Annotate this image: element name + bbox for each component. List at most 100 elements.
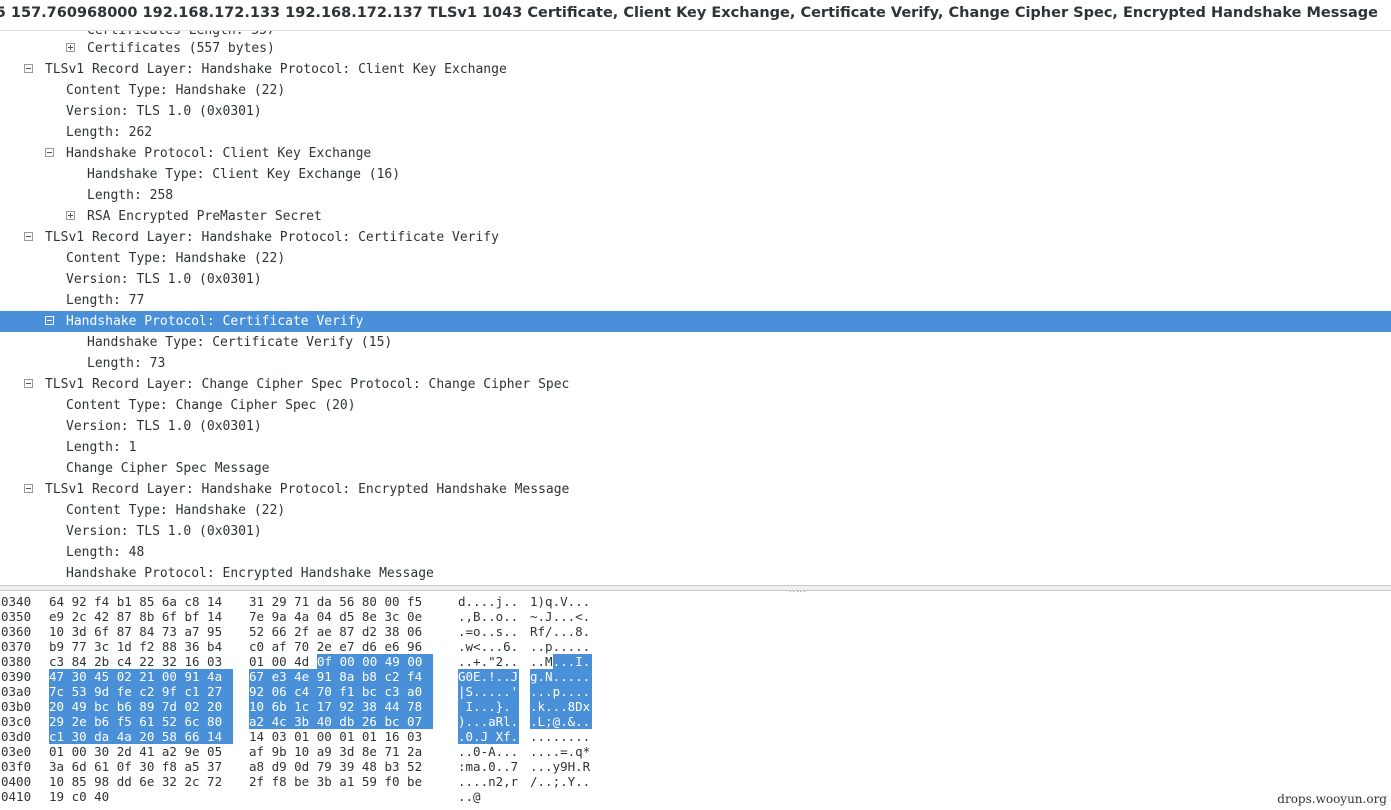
ascii-bytes: /..;.Y.. <box>530 774 591 789</box>
hex-bytes: 01 00 30 2d 41 a2 9e 05 <box>49 744 223 759</box>
ascii-bytes-selected: ...p.... <box>530 684 592 699</box>
tree-row-label: TLSv1 Record Layer: Change Cipher Spec P… <box>45 377 570 392</box>
hex-bytes: 10 85 98 dd 6e 32 2c 72 <box>49 774 223 789</box>
hex-row[interactable]: 03e0 01 00 30 2d 41 a2 9e 05 af 9b 10 a9 3… <box>0 744 1391 759</box>
tree-row[interactable]: Version: TLS 1.0 (0x0301) <box>0 101 1391 122</box>
hex-bytes-selected: 29 2e b6 f5 61 52 6c 80 <box>49 714 233 729</box>
tree-row[interactable]: Version: TLS 1.0 (0x0301) <box>0 521 1391 542</box>
ascii-bytes-selected: )...aRl. <box>458 714 519 729</box>
tree-row[interactable]: RSA Encrypted PreMaster Secret <box>0 206 1391 227</box>
tree-row[interactable]: Handshake Type: Client Key Exchange (16) <box>0 164 1391 185</box>
collapse-icon[interactable] <box>24 64 33 73</box>
hex-bytes: c0 af 70 2e e7 d6 e6 96 <box>249 639 423 654</box>
tree-row[interactable]: Handshake Protocol: Encrypted Handshake … <box>0 563 1391 584</box>
tree-row-label: Handshake Type: Client Key Exchange (16) <box>87 167 401 182</box>
hex-row[interactable]: 0380 c3 84 2b c4 22 32 16 03 01 00 4d 0f 00… <box>0 654 1391 669</box>
tree-row[interactable]: TLSv1 Record Layer: Handshake Protocol: … <box>0 227 1391 248</box>
hex-bytes: 7e 9a 4a 04 d5 8e 3c 0e <box>249 609 423 624</box>
hex-row[interactable]: 0370 b9 77 3c 1d f2 88 36 b4 c0 af 70 2e e… <box>0 639 1391 654</box>
hex-bytes: 19 c0 40 <box>49 789 110 804</box>
tree-row-selected[interactable]: Handshake Protocol: Certificate Verify <box>0 311 1391 332</box>
expand-icon[interactable] <box>66 43 75 52</box>
hex-row[interactable]: 0340 64 92 f4 b1 85 6a c8 14 31 29 71 da 5… <box>0 594 1391 609</box>
tree-row[interactable]: Handshake Type: Certificate Verify (15) <box>0 332 1391 353</box>
ascii-bytes: Rf/...8. <box>530 624 591 639</box>
tree-row-label: Version: TLS 1.0 (0x0301) <box>66 272 262 287</box>
tree-row[interactable]: TLSv1 Record Layer: Change Cipher Spec P… <box>0 374 1391 395</box>
pane-splitter[interactable]: ..... <box>0 585 1391 594</box>
ascii-bytes: d....j.. <box>458 594 519 609</box>
hex-row[interactable]: 0400 10 85 98 dd 6e 32 2c 72 2f f8 be 3b a… <box>0 774 1391 789</box>
ascii-bytes-selected: g.N..... <box>530 669 592 684</box>
hex-offset: 03a0 <box>1 684 32 699</box>
collapse-icon[interactable] <box>24 232 33 241</box>
hex-row[interactable]: 0350 e9 2c 42 87 8b 6f bf 14 7e 9a 4a 04 d… <box>0 609 1391 624</box>
tree-row[interactable]: TLSv1 Record Layer: Handshake Protocol: … <box>0 59 1391 80</box>
tree-row-label: Length: 73 <box>87 356 166 371</box>
tree-row[interactable]: Length: 77 <box>0 290 1391 311</box>
hex-bytes: af 9b 10 a9 3d 8e 71 2a <box>249 744 423 759</box>
tree-row-label: Handshake Protocol: Client Key Exchange <box>66 146 372 161</box>
tree-row[interactable]: TLSv1 Record Layer: Handshake Protocol: … <box>0 479 1391 500</box>
tree-row[interactable]: Content Type: Handshake (22) <box>0 500 1391 521</box>
hex-bytes-selected: 10 6b 1c 17 92 38 44 78 <box>249 699 433 714</box>
tree-row[interactable]: Length: 1 <box>0 437 1391 458</box>
tree-row[interactable]: Change Cipher Spec Message <box>0 458 1391 479</box>
hex-offset: 0370 <box>1 639 32 654</box>
hex-bytes-selected: 92 06 c4 70 f1 bc c3 a0 <box>249 684 433 699</box>
hex-bytes-selected: 67 e3 4e 91 8a b8 c2 f4 <box>249 669 433 684</box>
tree-row[interactable]: Content Type: Handshake (22) <box>0 248 1391 269</box>
collapse-icon[interactable] <box>24 379 33 388</box>
hex-offset: 03f0 <box>1 759 32 774</box>
hex-bytes: b9 77 3c 1d f2 88 36 b4 <box>49 639 223 654</box>
tree-row[interactable]: Version: TLS 1.0 (0x0301) <box>0 269 1391 290</box>
hex-dump-pane[interactable]: 0340 64 92 f4 b1 85 6a c8 14 31 29 71 da 5… <box>0 592 1391 810</box>
hex-offset: 03e0 <box>1 744 32 759</box>
expand-icon[interactable] <box>66 211 75 220</box>
title-bar[interactable]: 95 157.760968000 192.168.172.133 192.168… <box>0 0 1391 31</box>
collapse-icon[interactable] <box>45 148 54 157</box>
tree-row[interactable]: Content Type: Handshake (22) <box>0 80 1391 101</box>
tree-row-label: Version: TLS 1.0 (0x0301) <box>66 524 262 539</box>
collapse-icon[interactable] <box>24 484 33 493</box>
tree-row-label: Length: 258 <box>87 188 174 203</box>
hex-row[interactable]: 0410 19 c0 40 ..@ <box>0 789 1391 804</box>
packet-details-tree[interactable]: Certificates Length: 557 Certificates (5… <box>0 31 1391 585</box>
ascii-bytes-selected: G0E.!..J <box>458 669 519 684</box>
collapse-icon[interactable] <box>45 316 54 325</box>
hex-bytes: e9 2c 42 87 8b 6f bf 14 <box>49 609 223 624</box>
ascii-bytes: ..0-A... <box>458 744 519 759</box>
hex-bytes: 10 3d 6f 87 84 73 a7 95 <box>49 624 223 639</box>
tree-row[interactable]: Length: 48 <box>0 542 1391 563</box>
hex-offset: 0380 <box>1 654 32 669</box>
hex-row[interactable]: 0390 47 30 45 02 21 00 91 4a 67 e3 4e 91 8… <box>0 669 1391 684</box>
tree-row-partial[interactable]: Certificates Length: 557 <box>0 31 1391 41</box>
tree-row[interactable]: Certificates (557 bytes) <box>0 38 1391 59</box>
tree-row-label: Content Type: Change Cipher Spec (20) <box>66 398 356 413</box>
tree-row[interactable]: Length: 262 <box>0 122 1391 143</box>
ascii-bytes: .=o..s.. <box>458 624 519 639</box>
tree-row[interactable]: Content Type: Change Cipher Spec (20) <box>0 395 1391 416</box>
hex-bytes: 2f f8 be 3b a1 59 f0 be <box>249 774 423 789</box>
hex-bytes: 14 03 01 00 01 01 16 03 <box>249 729 423 744</box>
tree-row[interactable]: Version: TLS 1.0 (0x0301) <box>0 416 1391 437</box>
hex-row[interactable]: 0360 10 3d 6f 87 84 73 a7 95 52 66 2f ae 8… <box>0 624 1391 639</box>
ascii-bytes-selected: .L;@.&.. <box>530 714 592 729</box>
hex-bytes-selected: c1 30 da 4a 20 58 66 14 <box>49 729 233 744</box>
hex-row[interactable]: 03c0 29 2e b6 f5 61 52 6c 80 a2 4c 3b 40 d… <box>0 714 1391 729</box>
hex-bytes: 3a 6d 61 0f 30 f8 a5 37 <box>49 759 223 774</box>
ascii-bytes: ..@ <box>458 789 481 804</box>
ascii-bytes <box>530 789 592 804</box>
tree-row[interactable]: Handshake Protocol: Client Key Exchange <box>0 143 1391 164</box>
hex-bytes: c3 84 2b c4 22 32 16 03 <box>49 654 223 669</box>
hex-row[interactable]: 03a0 7c 53 9d fe c2 9f c1 27 92 06 c4 70 f… <box>0 684 1391 699</box>
tree-row-label: TLSv1 Record Layer: Handshake Protocol: … <box>45 62 507 77</box>
hex-row[interactable]: 03d0 c1 30 da 4a 20 58 66 14 14 03 01 00 0… <box>0 729 1391 744</box>
tree-row[interactable]: Length: 73 <box>0 353 1391 374</box>
hex-row[interactable]: 03b0 20 49 bc b6 89 7d 02 20 10 6b 1c 17 9… <box>0 699 1391 714</box>
tree-row[interactable]: Length: 258 <box>0 185 1391 206</box>
hex-row[interactable]: 03f0 3a 6d 61 0f 30 f8 a5 37 a8 d9 0d 79 3… <box>0 759 1391 774</box>
tree-row-label: TLSv1 Record Layer: Handshake Protocol: … <box>45 230 499 245</box>
splitter-grip-icon[interactable]: ..... <box>789 585 807 594</box>
tree-row-label: TLSv1 Record Layer: Handshake Protocol: … <box>45 482 570 497</box>
